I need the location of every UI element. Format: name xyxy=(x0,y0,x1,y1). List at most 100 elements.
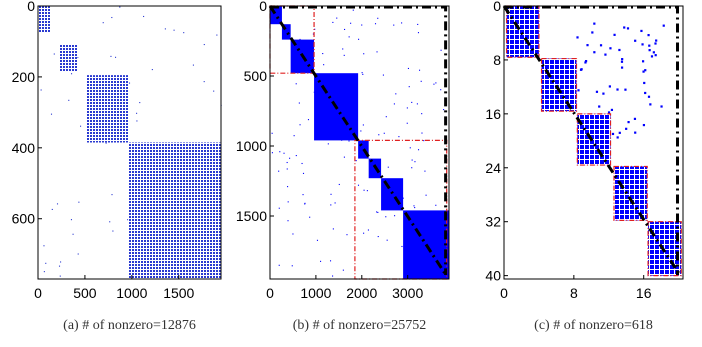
nonzero-point xyxy=(654,42,657,45)
nonzero-point xyxy=(580,68,583,71)
nonzero-point xyxy=(143,15,145,18)
nonzero-point xyxy=(387,166,389,168)
nonzero-point xyxy=(593,22,596,25)
nonzero-point xyxy=(59,275,61,277)
nonzero-point xyxy=(425,194,427,196)
nonzero-point xyxy=(111,194,113,196)
nonzero-point xyxy=(363,232,365,234)
nonzero-point xyxy=(357,184,360,186)
nonzero-point xyxy=(299,124,301,126)
nonzero-point xyxy=(336,17,338,19)
nonzero-point xyxy=(417,149,420,151)
nonzero-point xyxy=(414,207,416,209)
x-tick-label: 1500 xyxy=(163,285,194,301)
nonzero-point xyxy=(139,102,141,104)
dense-block xyxy=(128,142,221,279)
nonzero-point xyxy=(338,183,340,186)
nonzero-point xyxy=(283,152,285,154)
panel-c: 0 8 16 0 8 16 24 32 40 (c) # of nonzero=618 xyxy=(485,0,684,333)
panel-b: 0 1000 2000 3000 0 500 1000 1500 (b) # of nonzer… xyxy=(236,0,450,333)
diagonal-line xyxy=(502,5,682,276)
nonzero-point xyxy=(634,39,637,42)
nonzero-point xyxy=(286,161,288,164)
nonzero-point xyxy=(127,219,129,221)
x-tick-label: 1000 xyxy=(116,285,147,301)
nonzero-point xyxy=(385,216,387,218)
nonzero-point xyxy=(43,245,45,247)
nonzero-point xyxy=(287,201,289,203)
nonzero-point xyxy=(287,220,289,222)
panel-caption: (a) # of nonzero=12876 xyxy=(63,318,196,333)
nonzero-point xyxy=(77,56,79,59)
nonzero-point xyxy=(660,105,663,108)
nonzero-point xyxy=(414,161,416,163)
nonzero-point xyxy=(626,27,630,30)
nonzero-point xyxy=(616,88,619,91)
nonzero-point xyxy=(361,72,363,74)
nonzero-point xyxy=(435,82,437,84)
nonzero-point xyxy=(648,44,651,47)
dense-block xyxy=(648,221,682,276)
nonzero-point xyxy=(302,194,304,196)
nonzero-point xyxy=(119,6,121,8)
x-tick-label: 3000 xyxy=(392,285,423,301)
nonzero-point xyxy=(393,24,395,26)
nonzero-point xyxy=(70,73,73,75)
nonzero-point xyxy=(330,193,332,195)
nonzero-point xyxy=(649,103,652,106)
nonzero-point xyxy=(343,54,345,56)
nonzero-point xyxy=(411,167,413,169)
nonzero-point xyxy=(40,89,42,91)
nonzero-point xyxy=(314,28,316,30)
x-tick-label: 0 xyxy=(500,285,508,301)
nonzero-point xyxy=(591,31,594,34)
nonzero-point xyxy=(293,135,295,137)
nonzero-point xyxy=(332,21,334,23)
nonzero-point xyxy=(367,229,369,231)
nonzero-point xyxy=(164,28,166,30)
y-tick-label: 32 xyxy=(485,214,501,230)
nonzero-point xyxy=(613,33,616,36)
nonzero-point xyxy=(409,147,411,149)
nonzero-point xyxy=(641,43,644,46)
nonzero-point xyxy=(271,152,273,154)
dense-block xyxy=(541,58,577,112)
nonzero-point xyxy=(627,120,630,124)
nonzero-point xyxy=(342,48,344,50)
nonzero-point xyxy=(385,116,387,118)
nonzero-point xyxy=(329,260,332,262)
nonzero-point xyxy=(45,262,47,264)
nonzero-point xyxy=(316,239,319,241)
nonzero-point xyxy=(363,189,365,191)
nonzero-point xyxy=(334,202,336,204)
nonzero-point xyxy=(377,236,379,238)
nonzero-point xyxy=(647,34,650,37)
nonzero-point xyxy=(406,122,408,124)
nonzero-point xyxy=(360,130,362,132)
nonzero-point xyxy=(576,36,579,39)
nonzero-point xyxy=(394,215,396,217)
nonzero-point xyxy=(421,113,423,115)
nonzero-point xyxy=(416,103,418,105)
nonzero-point xyxy=(652,51,655,54)
x-tick-label: 8 xyxy=(570,285,578,301)
y-tick-label: 0 xyxy=(27,0,35,14)
nonzero-point xyxy=(352,9,354,11)
nonzero-point xyxy=(342,269,344,271)
nonzero-point xyxy=(114,56,117,58)
axes-frame xyxy=(269,5,450,280)
nonzero-point xyxy=(420,80,422,82)
nonzero-point xyxy=(647,95,651,98)
nonzero-point xyxy=(607,111,611,114)
nonzero-point xyxy=(611,132,615,136)
y-tick-label: 1500 xyxy=(236,208,267,224)
dense-block xyxy=(577,113,611,166)
nonzero-point xyxy=(111,16,113,19)
nonzero-point xyxy=(382,74,384,76)
nonzero-point xyxy=(623,26,626,29)
nonzero-point xyxy=(398,136,400,138)
nonzero-point xyxy=(203,43,205,46)
nonzero-point xyxy=(616,136,619,139)
nonzero-point xyxy=(348,36,350,38)
dense-block xyxy=(86,75,129,143)
